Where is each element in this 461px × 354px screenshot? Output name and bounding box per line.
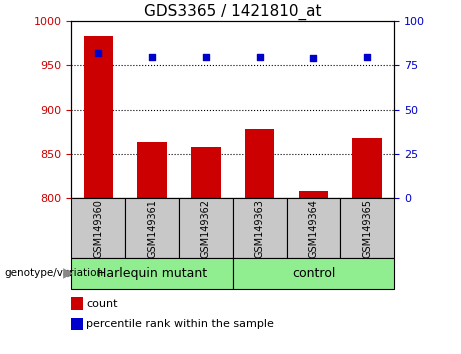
Point [364, 54, 371, 59]
Bar [137, 143, 167, 198]
Text: GSM149362: GSM149362 [201, 199, 211, 258]
Text: Harlequin mutant: Harlequin mutant [97, 267, 207, 280]
Point [95, 50, 102, 56]
Bar [233, 198, 287, 258]
Bar [233, 258, 394, 289]
Text: GSM149363: GSM149363 [254, 199, 265, 258]
Text: GSM149360: GSM149360 [93, 199, 103, 258]
Bar [191, 147, 221, 198]
Bar [71, 198, 125, 258]
Bar [71, 318, 83, 330]
Text: count: count [86, 298, 118, 309]
Bar [125, 198, 179, 258]
Point [256, 54, 263, 59]
Bar [299, 191, 328, 198]
Text: GSM149364: GSM149364 [308, 199, 319, 258]
Bar [287, 198, 340, 258]
Point [310, 56, 317, 61]
Bar [71, 297, 83, 310]
Bar [245, 129, 274, 198]
Text: GSM149365: GSM149365 [362, 199, 372, 258]
Bar [353, 138, 382, 198]
Bar [83, 36, 113, 198]
Point [148, 54, 156, 59]
Text: genotype/variation: genotype/variation [5, 268, 104, 279]
Point [202, 54, 210, 59]
Bar [71, 258, 233, 289]
Bar [340, 198, 394, 258]
Text: GSM149361: GSM149361 [147, 199, 157, 258]
Bar [179, 198, 233, 258]
Title: GDS3365 / 1421810_at: GDS3365 / 1421810_at [144, 4, 322, 20]
Text: percentile rank within the sample: percentile rank within the sample [86, 319, 274, 329]
Text: control: control [292, 267, 335, 280]
